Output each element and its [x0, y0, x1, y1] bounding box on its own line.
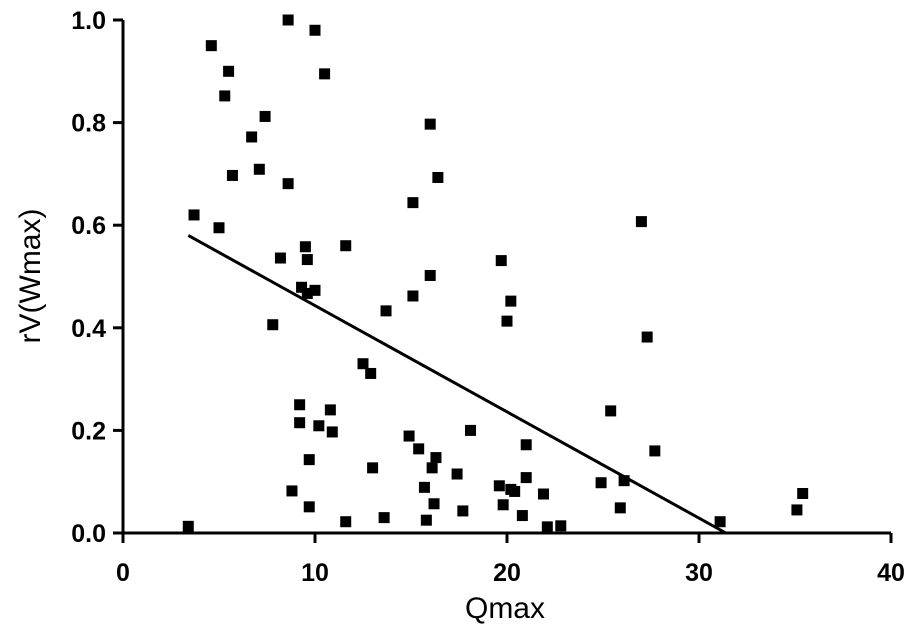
data-point	[516, 510, 528, 522]
data-point	[555, 520, 567, 532]
data-point	[205, 40, 217, 52]
data-point	[418, 481, 430, 493]
data-point	[246, 131, 258, 143]
data-point	[365, 367, 377, 379]
data-point	[495, 255, 507, 267]
data-point	[541, 521, 553, 533]
x-tick-label: 0	[116, 559, 130, 587]
data-point	[378, 512, 390, 524]
x-tick-label: 40	[877, 559, 905, 587]
data-point	[457, 505, 469, 517]
data-point	[413, 443, 425, 455]
data-point	[714, 516, 726, 528]
data-point	[497, 499, 509, 511]
data-point	[641, 331, 653, 343]
data-point	[649, 445, 661, 457]
data-point	[635, 216, 647, 228]
y-tick-label: 1.0	[71, 7, 106, 35]
data-point	[274, 252, 286, 264]
data-point	[309, 284, 321, 296]
data-point	[182, 520, 194, 532]
data-point	[294, 399, 306, 411]
data-point	[313, 420, 325, 432]
data-point	[537, 488, 549, 500]
x-tick-label: 30	[685, 559, 713, 587]
data-point	[340, 240, 352, 252]
y-tick-label: 0.4	[71, 315, 106, 343]
data-point	[296, 281, 308, 293]
x-tick-label: 10	[301, 559, 329, 587]
data-point	[188, 209, 200, 221]
y-axis-label: rV(Wmax)	[14, 209, 47, 344]
data-point	[380, 305, 392, 317]
data-point	[403, 430, 415, 442]
data-point	[520, 472, 532, 484]
y-axis-ticks: 0.0 0.2 0.4 0.6 0.8 1.0	[71, 7, 123, 548]
data-point	[420, 514, 432, 526]
data-point	[367, 462, 379, 474]
data-point	[301, 287, 313, 299]
data-point	[267, 319, 279, 331]
data-point	[282, 14, 294, 26]
data-point	[286, 485, 298, 497]
trend-line	[187, 234, 727, 535]
data-point	[299, 241, 311, 253]
data-point	[451, 468, 463, 480]
data-point	[253, 163, 265, 175]
data-point	[465, 424, 477, 436]
x-axis-ticks: 0 10 20 30 40	[116, 533, 905, 587]
data-point	[791, 504, 803, 516]
data-point	[618, 475, 630, 487]
data-points	[182, 14, 809, 533]
y-tick-label: 0.8	[71, 110, 106, 138]
data-point	[432, 171, 444, 183]
data-point	[605, 405, 617, 417]
data-point	[326, 426, 338, 438]
data-point	[357, 358, 369, 370]
data-point	[505, 295, 517, 307]
data-point	[407, 290, 419, 302]
data-point	[259, 110, 271, 122]
data-point	[213, 222, 225, 234]
data-point	[309, 24, 321, 36]
data-point	[797, 487, 809, 499]
data-point	[428, 498, 440, 510]
y-tick-label: 0.2	[71, 417, 106, 445]
data-point	[319, 68, 331, 80]
data-point	[509, 485, 521, 497]
data-point	[595, 477, 607, 489]
data-point	[301, 254, 313, 266]
data-point	[501, 315, 513, 327]
data-point	[226, 169, 238, 181]
data-point	[340, 516, 352, 528]
data-point	[407, 197, 419, 209]
x-tick-label: 20	[493, 559, 521, 587]
data-point	[614, 502, 626, 514]
data-point	[424, 269, 436, 281]
data-point	[520, 439, 532, 451]
data-point	[424, 118, 436, 130]
data-point	[493, 480, 505, 492]
y-tick-label: 0.6	[71, 212, 106, 240]
axes	[121, 20, 891, 535]
y-tick-label: 0.0	[71, 520, 106, 548]
data-point	[303, 501, 315, 513]
data-point	[426, 462, 438, 474]
x-axis-label: Qmax	[465, 592, 545, 625]
data-point	[223, 65, 235, 77]
data-point	[219, 90, 231, 102]
data-point	[430, 452, 442, 464]
data-point	[303, 454, 315, 466]
data-point	[294, 417, 306, 429]
data-point	[282, 178, 294, 190]
data-point	[324, 404, 336, 416]
